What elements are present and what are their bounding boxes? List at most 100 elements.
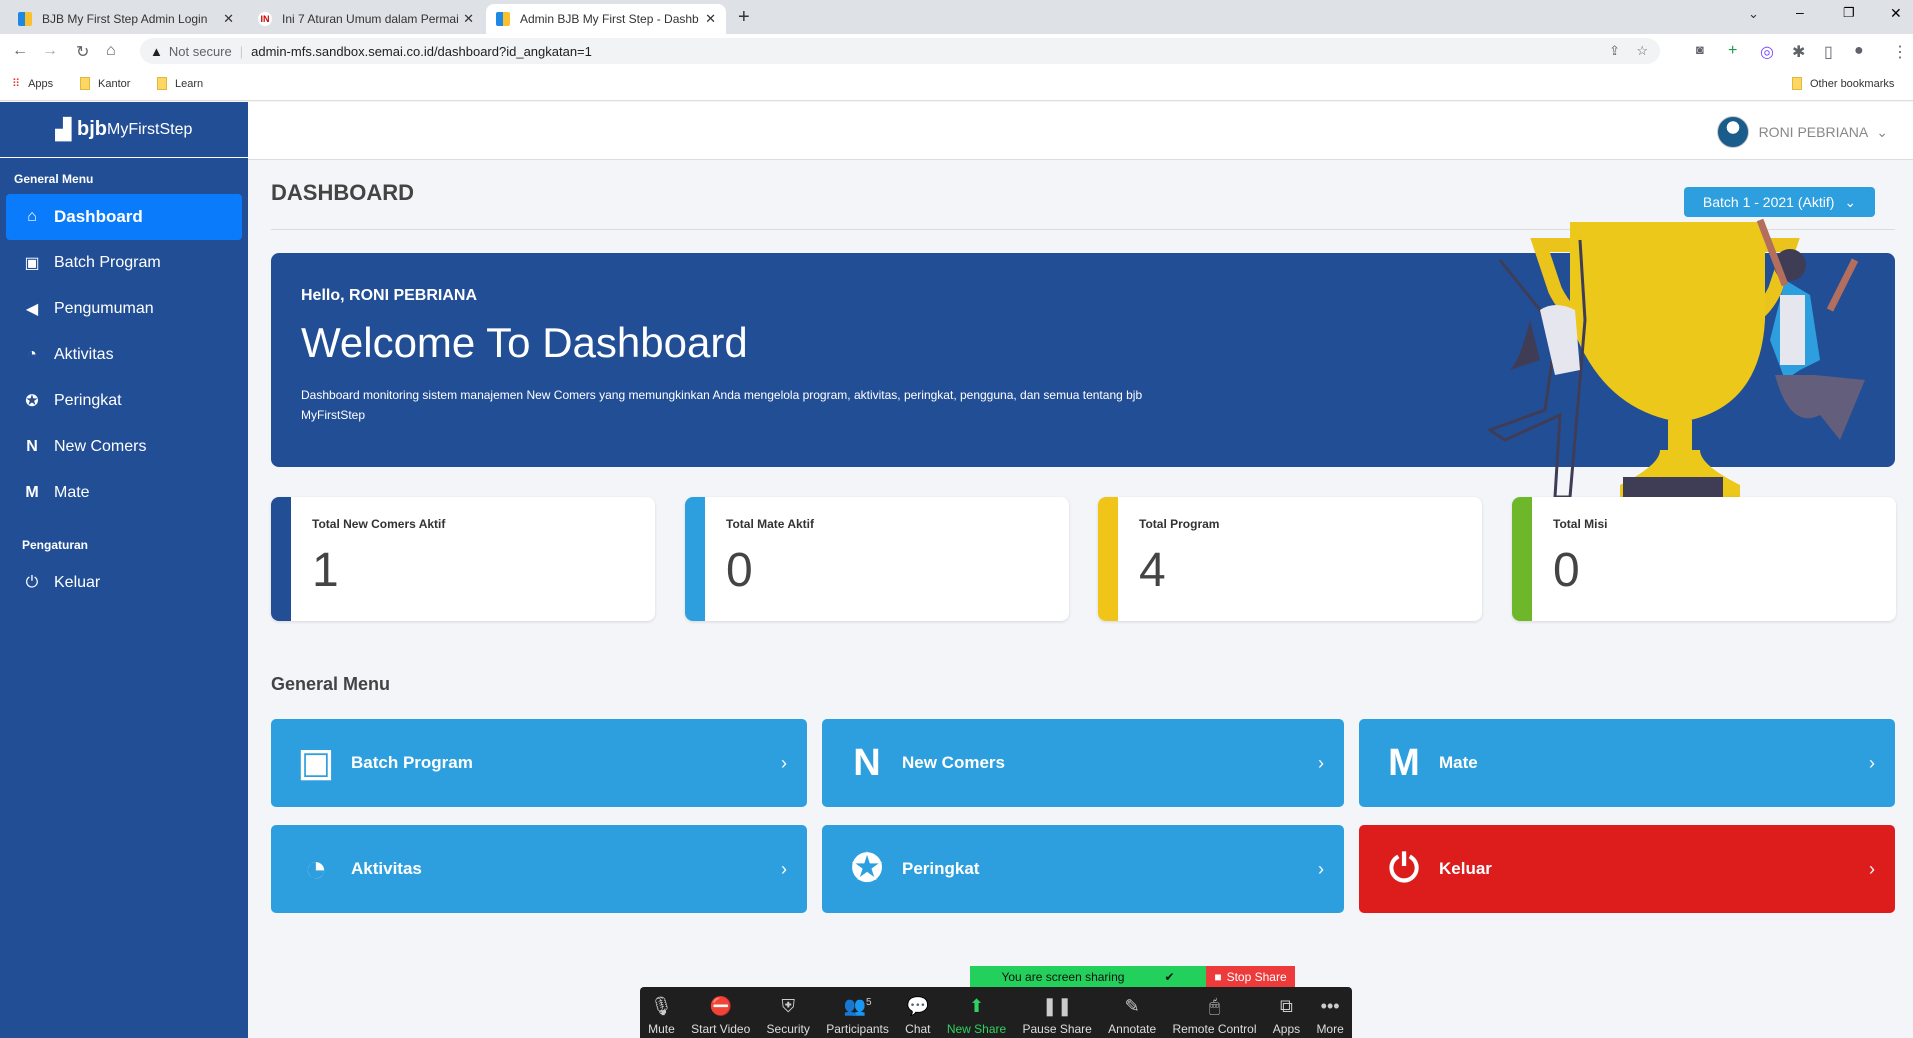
tile-aktivitas[interactable]: ◔ Aktivitas › (271, 825, 807, 913)
trophy-illustration (1486, 218, 1865, 497)
sidebar-item-keluar[interactable]: ⏻ Keluar (6, 560, 242, 606)
section-title: General Menu (271, 674, 391, 694)
close-window-button[interactable]: ✕ (1890, 5, 1902, 21)
sidebar-item-aktivitas[interactable]: ◔ Aktivitas (6, 332, 242, 378)
camera-extension-icon[interactable]: ◙ (1696, 42, 1704, 57)
megaphone-icon: ◀ (25, 301, 39, 318)
top-header: RONI PEBRIANA ⌄ (248, 102, 1913, 160)
restore-button[interactable]: ❐ (1843, 5, 1855, 20)
stop-icon: ■ (1214, 969, 1222, 984)
url-text[interactable]: admin-mfs.sandbox.semai.co.id/dashboard?… (251, 43, 592, 59)
tile-keluar[interactable]: ⏻ Keluar › (1359, 825, 1895, 913)
logo[interactable]: ▟ bjb MyFirstStep (0, 102, 248, 158)
more-button[interactable]: ••• More (1316, 996, 1344, 1036)
chat-button[interactable]: 💬 Chat (905, 996, 931, 1036)
puzzle-icon[interactable]: ✱ (1792, 44, 1806, 61)
warning-icon: ▲ (150, 43, 163, 59)
folder-icon (80, 77, 90, 90)
home-icon[interactable]: ⌂ (106, 42, 116, 59)
video-off-icon: ⛔ (709, 996, 732, 1016)
stat-card-program: Total Program 4 (1098, 497, 1482, 621)
security-indicator[interactable]: Not secure (168, 43, 232, 59)
address-bar[interactable]: ▲ Not secure | admin-mfs.sandbox.semai.c… (140, 38, 1660, 64)
side-panel-icon[interactable]: ▯ (1824, 44, 1833, 61)
activity-icon: ◔ (27, 346, 37, 363)
sidebar-item-new-comers[interactable]: N New Comers (6, 424, 242, 470)
profile-icon[interactable]: ● (1854, 42, 1864, 59)
sidebar-item-batch-program[interactable]: ▣ Batch Program (6, 240, 242, 286)
sidebar-item-dashboard[interactable]: ⌂ Dashboard (6, 194, 242, 240)
sidebar-item-pengumuman[interactable]: ◀ Pengumuman (6, 286, 242, 332)
stat-value: 4 (1139, 544, 1166, 597)
tile-peringkat[interactable]: ✪ Peringkat › (822, 825, 1344, 913)
accent-bar (685, 497, 705, 621)
start-video-button[interactable]: ⛔ Start Video (691, 996, 751, 1036)
plus-extension-icon[interactable]: + (1728, 42, 1738, 59)
tab-search-icon[interactable]: ⌄ (1748, 6, 1759, 21)
extension-icon[interactable]: ◎ (1760, 44, 1774, 61)
chevron-right-icon: › (1869, 858, 1875, 879)
stat-label: Total Program (1139, 517, 1220, 531)
apps-grid-icon: ⠿ (12, 78, 21, 90)
tab-aturan[interactable]: IN Ini 7 Aturan Umum dalam Permai ✕ (248, 4, 484, 34)
page-title: DASHBOARD (271, 180, 414, 205)
batch-dropdown[interactable]: Batch 1 - 2021 (Aktif) ⌄ (1684, 187, 1875, 217)
bookmark-learn[interactable]: Learn (157, 77, 203, 90)
other-bookmarks[interactable]: Other bookmarks (1792, 77, 1894, 90)
favicon-icon (496, 12, 510, 26)
share-arrow-icon: ⬆ (968, 996, 985, 1016)
microphone-icon: 🎙 (650, 996, 673, 1016)
tile-batch-program[interactable]: ▣ Batch Program › (271, 719, 807, 807)
close-tab-icon[interactable]: ✕ (463, 11, 474, 26)
sidebar-item-peringkat[interactable]: ✪ Peringkat (6, 378, 242, 424)
briefcase-icon: ▣ (298, 742, 334, 784)
apps-icon: ⧉ (1280, 996, 1293, 1016)
favicon-icon (18, 12, 32, 26)
bookmark-star-icon[interactable]: ☆ (1636, 43, 1648, 58)
divider (271, 229, 1895, 230)
bookmark-kantor[interactable]: Kantor (80, 77, 130, 90)
greeting: Hello, RONI PEBRIANA (301, 287, 478, 304)
section-label: Pengaturan (22, 538, 89, 552)
participants-button[interactable]: 👥5 Participants (826, 996, 889, 1036)
tab-dashboard[interactable]: Admin BJB My First Step - Dashb ✕ (486, 4, 726, 34)
pause-share-button[interactable]: ❚❚ Pause Share (1022, 996, 1092, 1036)
chevron-right-icon: › (1318, 752, 1324, 773)
security-button[interactable]: ⛨ Security (766, 996, 810, 1036)
sidebar-item-mate[interactable]: M Mate (6, 470, 242, 516)
activity-icon: ◔ (304, 848, 328, 890)
chevron-right-icon: › (1318, 858, 1324, 879)
forward-icon[interactable]: → (42, 42, 58, 59)
apps-button[interactable]: ⧉ Apps (1272, 996, 1301, 1036)
close-tab-icon[interactable]: ✕ (705, 11, 716, 26)
share-icon[interactable]: ⇪ (1609, 43, 1620, 58)
close-tab-icon[interactable]: ✕ (223, 11, 234, 26)
new-share-button[interactable]: ⬆ New Share (946, 996, 1007, 1036)
mute-button[interactable]: 🎙 Mute (648, 996, 675, 1036)
reload-icon[interactable]: ↻ (76, 44, 90, 61)
bookmark-apps[interactable]: ⠿ Apps (12, 77, 54, 91)
stat-value: 1 (312, 544, 339, 597)
tile-mate[interactable]: M Mate › (1359, 719, 1895, 807)
shield-check-icon: ✔ (1164, 969, 1175, 984)
more-icon: ••• (1320, 996, 1340, 1016)
zoom-toolbar: 🎙 Mute ⛔ Start Video ⛨ Security 👥5 Participa… (640, 987, 1352, 1038)
stat-label: Total Mate Aktif (726, 517, 815, 531)
remote-control-button[interactable]: 🖱 Remote Control (1172, 996, 1257, 1036)
stop-share-button[interactable]: ■ Stop Share (1206, 966, 1295, 987)
user-menu[interactable]: RONI PEBRIANA ⌄ (1716, 116, 1888, 148)
menu-icon[interactable]: ⋮ (1892, 44, 1908, 61)
tab-login[interactable]: BJB My First Step Admin Login ✕ (8, 4, 244, 34)
stat-card-new-comers: Total New Comers Aktif 1 (271, 497, 655, 621)
banner-description: Dashboard monitoring sistem manajemen Ne… (301, 388, 1143, 422)
shield-icon: ⛨ (781, 996, 795, 1016)
stat-card-misi: Total Misi 0 (1512, 497, 1896, 621)
back-icon[interactable]: ← (12, 42, 28, 59)
tile-new-comers[interactable]: N New Comers › (822, 719, 1344, 807)
newcomers-icon: N (853, 742, 881, 784)
chevron-right-icon: › (781, 858, 787, 879)
new-tab-button[interactable]: + (738, 6, 750, 28)
minimize-button[interactable]: – (1796, 4, 1804, 20)
chevron-down-icon: ⌄ (1844, 193, 1857, 210)
annotate-button[interactable]: ✎ Annotate (1108, 996, 1157, 1036)
